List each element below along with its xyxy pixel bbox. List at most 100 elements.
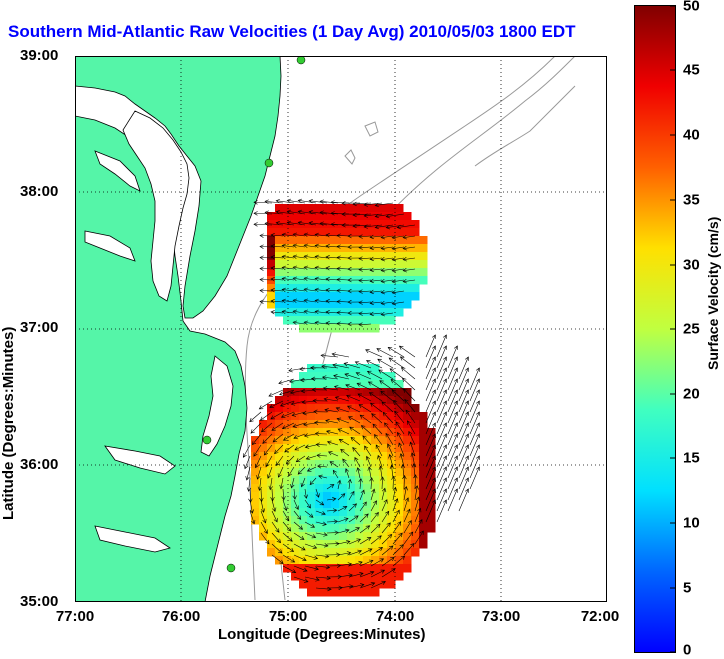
velocity-arrow bbox=[380, 290, 394, 295]
velocity-arrow bbox=[447, 422, 459, 446]
velocity-arrow bbox=[400, 463, 406, 479]
velocity-arrow bbox=[447, 455, 459, 479]
velocity-cell bbox=[427, 516, 436, 525]
velocity-cell bbox=[299, 556, 308, 565]
velocity-arrow bbox=[469, 444, 481, 468]
velocity-arrow bbox=[302, 411, 317, 416]
velocity-arrow bbox=[394, 410, 405, 424]
velocity-cell bbox=[299, 220, 308, 229]
velocity-cell bbox=[355, 516, 364, 525]
velocity-cell bbox=[419, 484, 428, 493]
velocity-arrow bbox=[372, 423, 383, 435]
velocity-cell bbox=[315, 564, 324, 573]
velocity-cell bbox=[347, 564, 356, 573]
velocity-cell bbox=[371, 268, 380, 277]
velocity-arrow bbox=[325, 277, 339, 282]
velocity-cell bbox=[299, 324, 308, 333]
velocity-arrow bbox=[363, 213, 383, 218]
y-tick-label: 39:00 bbox=[20, 47, 59, 64]
velocity-arrow bbox=[292, 265, 306, 270]
velocity-cell bbox=[299, 532, 308, 541]
velocity-arrow bbox=[390, 378, 405, 391]
velocity-cell bbox=[299, 500, 308, 509]
velocity-cell bbox=[251, 500, 260, 509]
velocity-cell bbox=[379, 468, 388, 477]
velocity-cell bbox=[275, 276, 284, 285]
velocity-arrow bbox=[282, 554, 296, 563]
velocity-arrow bbox=[253, 222, 273, 227]
velocity-cell bbox=[355, 300, 364, 309]
velocity-arrow bbox=[308, 209, 328, 215]
velocity-arrow bbox=[359, 548, 373, 556]
velocity-cell bbox=[267, 292, 276, 301]
colorbar-tick: 50 bbox=[683, 0, 700, 15]
velocity-cell bbox=[387, 516, 396, 525]
velocity-arrow bbox=[380, 390, 394, 402]
velocity-arrow bbox=[325, 429, 339, 435]
velocity-arrow bbox=[370, 558, 385, 567]
velocity-arrow bbox=[403, 497, 410, 512]
velocity-arrow bbox=[303, 276, 317, 281]
velocity-cell bbox=[275, 540, 284, 549]
velocity-arrow bbox=[414, 496, 421, 512]
velocity-arrow bbox=[388, 357, 405, 369]
velocity-cell bbox=[355, 292, 364, 301]
velocity-cell bbox=[275, 476, 284, 485]
velocity-arrow bbox=[391, 290, 405, 295]
velocity-cell bbox=[387, 580, 396, 589]
velocity-cell bbox=[315, 236, 324, 245]
velocity-arrow bbox=[294, 444, 306, 451]
velocity-arrow bbox=[425, 466, 437, 490]
velocity-arrow bbox=[365, 349, 383, 358]
velocity-cell bbox=[339, 524, 348, 533]
velocity-arrow bbox=[359, 414, 372, 424]
velocity-cell bbox=[347, 300, 356, 309]
velocity-cell bbox=[267, 516, 276, 525]
velocity-cell bbox=[291, 532, 300, 541]
velocity-arrow bbox=[326, 497, 337, 502]
velocity-arrow bbox=[458, 444, 470, 468]
velocity-cell bbox=[347, 548, 356, 557]
velocity-cell bbox=[419, 276, 428, 285]
velocity-cell bbox=[307, 444, 316, 453]
velocity-arrow bbox=[268, 389, 284, 397]
velocity-arrow bbox=[366, 370, 383, 380]
velocity-cell bbox=[371, 532, 380, 541]
velocity-cell bbox=[291, 396, 300, 405]
velocity-arrow bbox=[391, 235, 405, 240]
velocity-cell bbox=[331, 364, 340, 373]
velocity-cell bbox=[331, 388, 340, 397]
velocity-arrow bbox=[281, 243, 295, 249]
velocity-cell bbox=[363, 292, 372, 301]
velocity-cell bbox=[395, 252, 404, 261]
velocity-arrow bbox=[374, 434, 383, 446]
velocity-arrow bbox=[304, 565, 319, 571]
velocity-arrow bbox=[295, 455, 306, 463]
velocity-arrow bbox=[402, 235, 416, 240]
velocity-cell bbox=[299, 508, 308, 517]
velocity-cell bbox=[371, 404, 380, 413]
velocity-cell bbox=[419, 524, 428, 533]
velocity-arrow bbox=[334, 395, 350, 402]
graticule bbox=[75, 56, 607, 602]
velocity-cell bbox=[251, 492, 260, 501]
velocity-cell bbox=[339, 484, 348, 493]
velocity-cell bbox=[331, 252, 340, 261]
velocity-cell bbox=[307, 380, 316, 389]
velocity-cell bbox=[363, 388, 372, 397]
velocity-cell bbox=[339, 444, 348, 453]
velocity-cell bbox=[395, 268, 404, 277]
velocity-cell bbox=[339, 212, 348, 221]
velocity-arrow bbox=[389, 368, 405, 380]
velocity-cell bbox=[307, 244, 316, 253]
velocity-cell bbox=[323, 516, 332, 525]
velocity-cell bbox=[387, 444, 396, 453]
velocity-cell bbox=[291, 436, 300, 445]
velocity-arrow bbox=[381, 510, 390, 523]
velocity-arrow bbox=[269, 400, 284, 408]
velocity-cell bbox=[315, 588, 324, 597]
velocity-cell bbox=[395, 404, 404, 413]
velocity-cell bbox=[339, 244, 348, 253]
velocity-arrow bbox=[313, 420, 328, 425]
velocity-cell bbox=[299, 452, 308, 461]
